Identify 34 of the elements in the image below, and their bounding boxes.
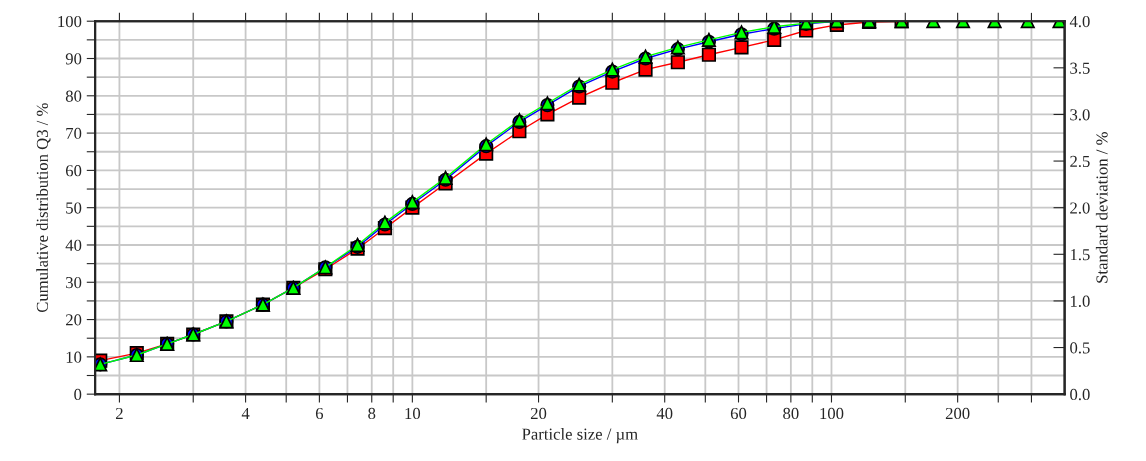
y-tick-label: 30: [66, 276, 82, 289]
y-tick-label: 50: [66, 202, 82, 214]
y-tick-label: 20: [65, 314, 82, 326]
y-tick-label: 10: [66, 351, 82, 363]
x-tick-label: 40: [656, 407, 673, 420]
x-tick-label: 4: [241, 407, 250, 419]
y-tick-label: 100: [58, 15, 82, 28]
y2-tick-label: 2.5: [1070, 155, 1090, 168]
x-tick-label: 2: [115, 407, 123, 419]
y-axis-title: Cumulative distribution Q3 / %: [36, 103, 51, 313]
y2-tick-label: 0.0: [1070, 388, 1090, 401]
y2-tick-label: 1.5: [1070, 249, 1090, 261]
y2-tick-label: 1.0: [1070, 295, 1090, 307]
x-tick-label: 20: [530, 407, 547, 420]
x-tick-label: 200: [945, 407, 970, 420]
y-tick-label: 60: [65, 165, 82, 177]
x-axis-title: Particle size / µm: [522, 428, 638, 444]
x-tick-label: 6: [315, 407, 324, 420]
x-tick-label: 10: [405, 407, 421, 420]
y2-axis-title: Standard deviation / %: [1095, 132, 1108, 283]
y-tick-label: 80: [65, 90, 82, 102]
y-tick-label: 90: [65, 53, 82, 65]
y2-tick-label: 2.0: [1070, 202, 1090, 214]
x-tick-label: 100: [820, 407, 844, 420]
y-tick-label: 70: [66, 127, 82, 140]
y2-tick-label: 4.0: [1069, 15, 1090, 28]
x-tick-label: 60: [730, 407, 747, 420]
x-tick-label: 80: [783, 407, 799, 420]
x-tick-label: 8: [368, 407, 376, 420]
y2-tick-label: 3.5: [1070, 62, 1090, 74]
y-tick-label: 40: [65, 239, 82, 251]
y2-tick-label: 3.0: [1070, 109, 1090, 121]
y2-tick-label: 0.5: [1070, 342, 1090, 354]
y-tick-label: 0: [74, 388, 82, 401]
